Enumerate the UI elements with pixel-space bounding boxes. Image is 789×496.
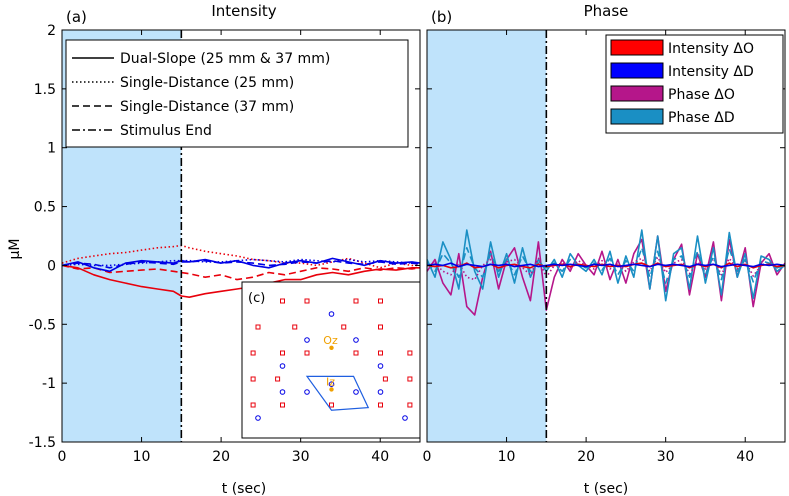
source-marker (280, 402, 285, 408)
y-tick-label: 2 (47, 23, 56, 39)
landmark-label: Iz (326, 375, 335, 388)
legend-a-label: Stimulus End (120, 123, 212, 139)
source-marker (407, 376, 413, 382)
series-group-a (61, 244, 421, 299)
legend-b-label: Phase ΔO (668, 87, 735, 103)
source-marker (407, 350, 413, 356)
detector-marker (328, 311, 335, 317)
series-line (61, 259, 421, 269)
detector-marker (377, 389, 384, 395)
source-marker (250, 376, 256, 382)
y-axis-label: µM (7, 239, 23, 260)
legend-b-swatch (610, 85, 664, 102)
series-line (61, 264, 421, 281)
series-line (426, 256, 786, 281)
detector-marker (304, 389, 310, 395)
ticks-a: 0 10 20 30 40 -1.5 -1 -0.5 0 0.5 1 1.5 2 (29, 23, 420, 465)
x-tick-label: 40 (736, 449, 754, 465)
landmark-label: Oz (323, 334, 338, 347)
source-marker (275, 376, 281, 382)
source-marker (378, 324, 383, 330)
y-tick-label: 1.5 (34, 82, 56, 98)
y-tick-label: 0.5 (34, 200, 56, 216)
panel-a: 0 10 20 30 40 -1.5 -1 -0.5 0 0.5 1 1.5 2 (a) Intensi… (7, 2, 421, 496)
legend-b-label: Phase ΔD (668, 110, 735, 126)
y-tick-label: 0 (47, 258, 56, 274)
detector-marker (304, 337, 310, 343)
panel-label-b: (b) (431, 8, 452, 26)
x-tick-label: 20 (577, 449, 595, 465)
legend-b-swatch (610, 39, 664, 56)
x-axis-label-a: t (sec) (222, 481, 266, 496)
source-marker (250, 402, 256, 408)
source-marker (280, 298, 285, 304)
panel-label-a: (a) (66, 8, 87, 26)
legend-a: Dual-Slope (25 mm & 37 mm) Single-Distanc… (65, 39, 409, 148)
y-tick-label: -1.5 (29, 435, 56, 451)
x-tick-label: 10 (133, 449, 151, 465)
legend-a-label: Single-Distance (37 mm) (120, 99, 294, 115)
source-marker (255, 324, 261, 330)
series-line (61, 244, 420, 269)
source-marker (304, 298, 310, 304)
legend-b-label: Intensity ΔO (668, 41, 754, 57)
y-tick-label: -0.5 (29, 317, 56, 333)
source-marker (280, 350, 285, 356)
legend-b-swatch (610, 108, 664, 125)
panel-label-c: (c) (248, 291, 265, 306)
y-tick-label: -1 (42, 376, 56, 392)
panel-b: 0 10 20 30 40 (b) Phase t (sec) Intensity ΔO… (423, 2, 786, 496)
source-marker (329, 402, 334, 408)
detector-marker (328, 381, 335, 388)
source-marker (341, 324, 347, 330)
source-marker (382, 376, 388, 382)
detector-marker (402, 415, 408, 421)
legend-b-swatch (610, 62, 664, 79)
panel-title-a: Intensity (211, 2, 276, 20)
source-marker (407, 402, 413, 408)
source-marker (292, 324, 298, 330)
ticks-b: 0 10 20 30 40 (423, 29, 785, 465)
stimulus-band-b (427, 30, 547, 442)
source-marker (353, 350, 359, 356)
x-tick-label: 10 (498, 449, 516, 465)
legend-a-label: Single-Distance (25 mm) (120, 75, 294, 91)
x-tick-label: 40 (371, 449, 389, 465)
y-tick-label: 1 (47, 141, 56, 157)
panel-title-b: Phase (584, 2, 629, 20)
x-tick-label: 0 (58, 449, 67, 465)
landmark-marker (329, 387, 334, 392)
axes-frame-b (426, 29, 786, 443)
source-marker (304, 350, 310, 356)
series-line (426, 262, 786, 268)
x-tick-label: 20 (212, 449, 230, 465)
detector-marker (377, 363, 384, 369)
axes-frame-a (61, 29, 421, 443)
x-axis-label-b: t (sec) (584, 481, 628, 496)
series-line (61, 264, 420, 299)
source-marker (378, 402, 383, 408)
source-marker (353, 298, 359, 304)
x-tick-label: 30 (292, 449, 310, 465)
detector-marker (279, 389, 286, 395)
landmark-marker (329, 345, 334, 350)
dual-slope-set (305, 375, 370, 411)
x-tick-label: 30 (657, 449, 675, 465)
series-line (61, 257, 421, 273)
source-marker (250, 350, 256, 356)
detector-marker (353, 389, 359, 395)
detector-marker (255, 415, 261, 421)
detector-marker (279, 363, 286, 369)
legend-a-label: Dual-Slope (25 mm & 37 mm) (120, 51, 330, 67)
x-tick-label: 0 (423, 449, 432, 465)
legend-b-label: Intensity ΔD (668, 64, 754, 80)
source-marker (378, 350, 383, 356)
inset-probe-layout: (c) Oz Iz (241, 281, 421, 439)
series-group-b (426, 229, 786, 316)
legend-b: Intensity ΔO Intensity ΔD Phase ΔO Phase ΔD (605, 34, 784, 134)
detector-marker (353, 337, 359, 343)
source-marker (378, 298, 383, 304)
